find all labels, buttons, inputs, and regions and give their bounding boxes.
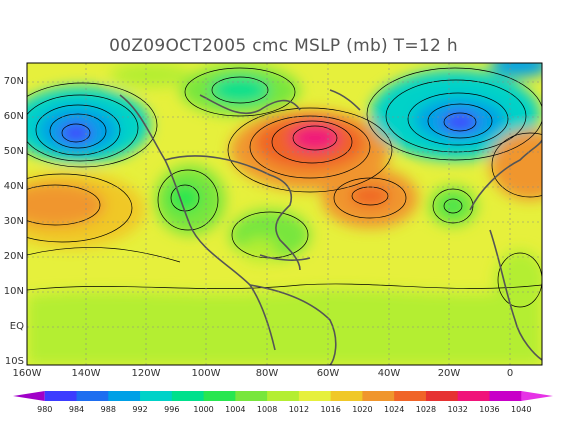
colorbar-level-label: 1028 — [415, 405, 437, 414]
colorbar-swatch — [267, 391, 300, 401]
pacific-high-inner — [27, 183, 105, 227]
lat-label-50n: 50N — [3, 146, 24, 157]
colorbar-swatch — [457, 391, 490, 401]
isobars — [27, 67, 542, 308]
map-title: 00Z09OCT2005 cmc MSLP (mb) T=12 h — [109, 36, 458, 56]
colorbar-swatch — [298, 391, 332, 401]
colorbar-arrow-low — [13, 391, 45, 401]
north-pacific-band — [110, 63, 190, 87]
colorbar-arrow-high — [521, 391, 553, 401]
africa-low — [495, 250, 542, 310]
iceland-low-core — [442, 112, 478, 132]
colorbar-swatch — [330, 391, 363, 401]
lat-label-40n: 40N — [3, 181, 24, 192]
lon-label-40w: 40W — [377, 368, 401, 379]
colorbar-level-label: 1032 — [447, 405, 468, 414]
lat-label-10s: 10S — [4, 356, 24, 367]
atlantic-high-inner — [350, 186, 390, 206]
colorbar-swatch — [203, 391, 236, 401]
colorbar-swatch — [171, 391, 205, 401]
colorbar-swatch — [235, 391, 268, 401]
colorbar-level-label: 996 — [164, 405, 180, 414]
colorbar — [13, 391, 553, 401]
lon-label-120w: 120W — [131, 368, 161, 379]
colorbar-level-label: 1036 — [479, 405, 500, 414]
gulf-low-inner — [242, 238, 278, 262]
lon-label-140w: 140W — [71, 368, 101, 379]
colorbar-swatch — [76, 391, 109, 401]
colorbar-level-label: 1004 — [225, 405, 246, 414]
colorbar-level-label: 1024 — [383, 405, 405, 414]
colorbar-level-label: 1040 — [511, 405, 532, 414]
colorbar-swatch — [44, 391, 78, 401]
coastlines — [119, 89, 542, 365]
lon-label-80w: 80W — [255, 368, 279, 379]
colorbar-swatch — [394, 391, 427, 401]
lat-label-10n: 10N — [3, 286, 24, 297]
map-frame — [26, 62, 543, 366]
colorbar-swatch — [108, 391, 141, 401]
colorbar-level-label: 1016 — [320, 405, 341, 414]
colorbar-level-label: 980 — [37, 405, 53, 414]
sw-low-inner — [169, 184, 201, 212]
lat-label-20n: 20N — [3, 251, 24, 262]
europe-high — [490, 130, 542, 200]
lon-label-100w: 100W — [191, 368, 221, 379]
lat-label-70n: 70N — [3, 76, 24, 87]
grid-lines — [27, 63, 542, 365]
colorbar-level-label: 984 — [68, 405, 85, 414]
lat-label-30n: 30N — [3, 216, 24, 227]
colorbar-level-label: 992 — [132, 405, 148, 414]
colorbar-level-label: 1000 — [193, 405, 214, 414]
lon-label-160w: 160W — [12, 368, 42, 379]
colorbar-level-label: 1012 — [288, 405, 310, 414]
lon-label-60w: 60W — [316, 368, 340, 379]
aleutian-low-core — [60, 123, 92, 143]
colorbar-swatch — [489, 391, 522, 401]
central-atlantic-low-core — [443, 198, 463, 214]
tropical-band — [27, 288, 542, 365]
colorbar-level-label: 1020 — [352, 405, 373, 414]
lon-label-0: 0 — [506, 368, 514, 379]
lon-label-20w: 20W — [437, 368, 461, 379]
arctic-low-right — [490, 63, 542, 77]
lat-label-60n: 60N — [3, 111, 24, 122]
canada-low-inner — [210, 76, 270, 104]
labrador-high-core — [290, 124, 340, 152]
lat-label-eq: EQ — [9, 321, 24, 332]
colorbar-swatch — [425, 391, 459, 401]
colorbar-swatch — [140, 391, 173, 401]
colorbar-level-label: 988 — [100, 405, 116, 414]
colorbar-swatch — [362, 391, 395, 401]
colorbar-level-label: 1008 — [256, 405, 278, 414]
